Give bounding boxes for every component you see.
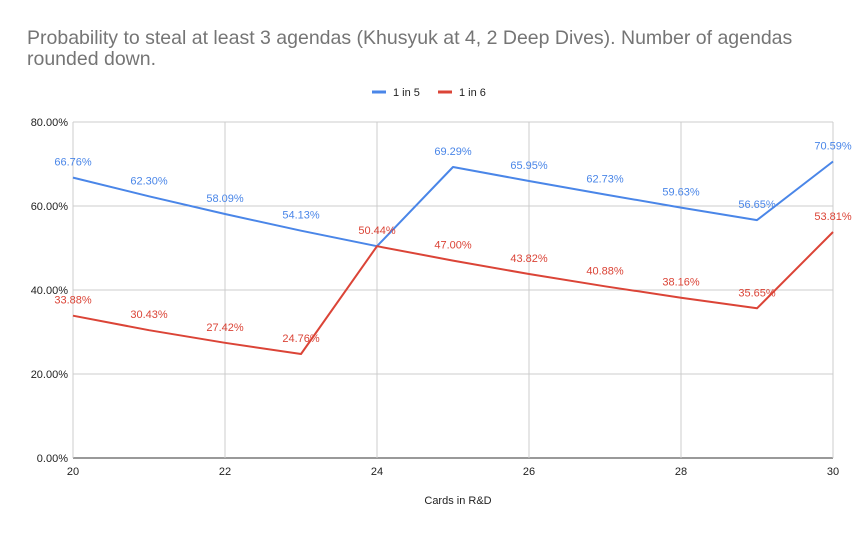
x-tick-label: 30 bbox=[827, 466, 839, 478]
data-label: 24.76% bbox=[282, 333, 320, 345]
legend-label: 1 in 5 bbox=[393, 87, 420, 99]
y-tick-label: 20.00% bbox=[31, 369, 69, 381]
data-label: 58.09% bbox=[206, 193, 244, 205]
data-label: 59.63% bbox=[662, 187, 700, 199]
data-label: 30.43% bbox=[130, 309, 168, 321]
x-tick-label: 20 bbox=[67, 466, 79, 478]
x-axis: 20 22 24 26 28 30 bbox=[67, 466, 839, 478]
legend-label: 1 in 6 bbox=[459, 87, 486, 99]
data-label: 62.73% bbox=[586, 174, 624, 186]
data-label: 53.81% bbox=[814, 211, 852, 223]
x-axis-title: Cards in R&D bbox=[424, 495, 491, 507]
y-tick-label: 60.00% bbox=[31, 201, 69, 213]
data-label: 43.82% bbox=[510, 253, 548, 265]
data-label: 33.88% bbox=[54, 295, 92, 307]
data-label: 50.44% bbox=[358, 225, 396, 237]
x-tick-label: 26 bbox=[523, 466, 535, 478]
data-label: 65.95% bbox=[510, 160, 548, 172]
data-label: 35.65% bbox=[738, 287, 776, 299]
data-label: 40.88% bbox=[586, 265, 624, 277]
data-label: 54.13% bbox=[282, 210, 320, 222]
data-label: 56.65% bbox=[738, 199, 776, 211]
x-tick-label: 28 bbox=[675, 466, 687, 478]
series-lines bbox=[72, 160, 834, 355]
x-tick-label: 22 bbox=[219, 466, 231, 478]
data-label: 62.30% bbox=[130, 175, 168, 187]
chart-title: Probability to steal at least 3 agendas … bbox=[27, 27, 793, 70]
data-label: 70.59% bbox=[814, 141, 852, 153]
data-label: 38.16% bbox=[662, 277, 700, 289]
data-label: 69.29% bbox=[434, 146, 472, 158]
data-labels: 66.76% 62.30% 58.09% 54.13% 69.29% 65.95% 62.7… bbox=[54, 141, 852, 345]
y-tick-label: 80.00% bbox=[31, 117, 69, 129]
y-axis: 0.00% 20.00% 40.00% 60.00% 80.00% bbox=[31, 117, 69, 465]
series-line-1 bbox=[72, 160, 834, 248]
x-tick-label: 24 bbox=[371, 466, 383, 478]
y-tick-label: 0.00% bbox=[37, 453, 68, 465]
grid bbox=[72, 121, 834, 459]
data-label: 27.42% bbox=[206, 322, 244, 334]
data-label: 47.00% bbox=[434, 240, 472, 252]
y-tick-label: 40.00% bbox=[31, 285, 69, 297]
legend: 1 in 5 1 in 6 bbox=[372, 87, 486, 99]
data-label: 66.76% bbox=[54, 157, 92, 169]
